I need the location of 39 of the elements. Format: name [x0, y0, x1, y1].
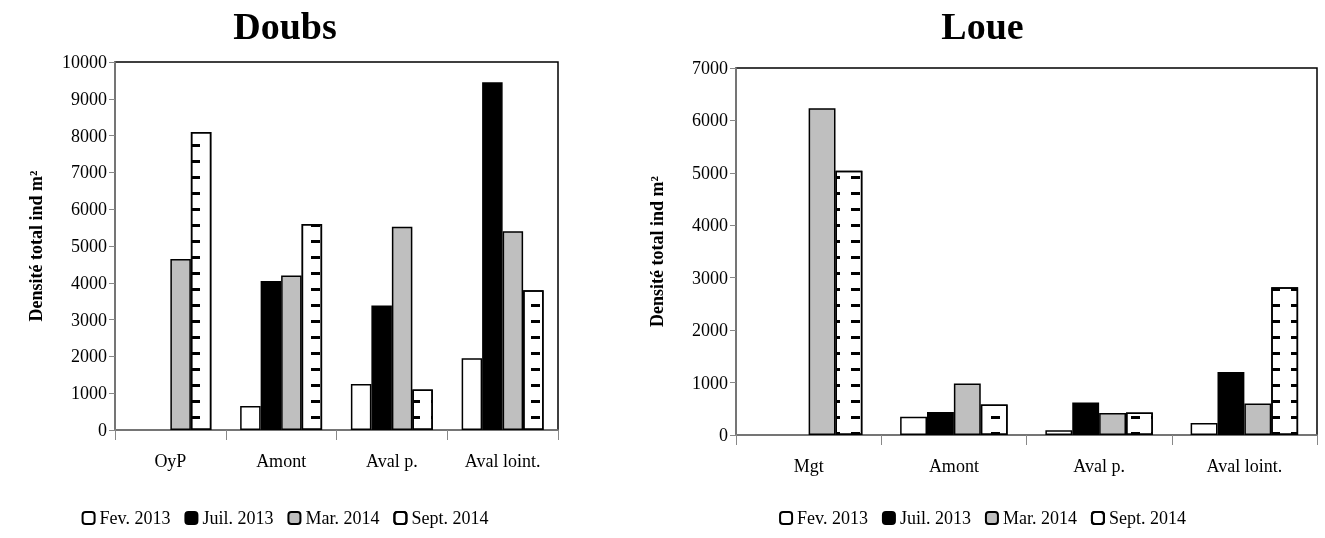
y-tick-label: 7000: [692, 58, 728, 78]
y-tick-label: 3000: [71, 309, 107, 330]
y-tick-label: 2000: [692, 320, 728, 341]
y-tick-label: 4000: [692, 215, 728, 236]
y-tick-label: 8000: [71, 125, 107, 146]
legend-label: Juil. 2013: [899, 508, 971, 528]
legend-label: Juil. 2013: [202, 508, 274, 528]
y-tick-label: 0: [719, 425, 728, 445]
legend-label: Mar. 2014: [305, 508, 380, 528]
y-tick-label: 6000: [71, 199, 107, 220]
legend-label: Fev. 2013: [797, 508, 868, 528]
chart-title: Loue: [941, 5, 1024, 47]
y-tick-label: 9000: [71, 88, 107, 109]
y-tick-label: 2000: [71, 346, 107, 367]
y-tick-label: 10000: [62, 52, 107, 72]
y-tick-label: 0: [98, 420, 107, 440]
chart-title: Doubs: [233, 5, 337, 47]
x-tick-label: Aval loint.: [1206, 456, 1283, 476]
x-tick-label: Aval loint.: [464, 451, 541, 471]
y-tick-label: 5000: [692, 162, 728, 183]
y-tick-label: 5000: [71, 236, 107, 256]
y-axis-title: Densité total ind m²: [647, 176, 667, 327]
y-tick-label: 1000: [692, 372, 728, 393]
y-tick-label: 1000: [71, 383, 107, 404]
y-axis-title: Densité total ind m²: [26, 170, 46, 322]
legend-label: Sept. 2014: [1108, 508, 1186, 528]
y-tick-label: 6000: [692, 110, 728, 131]
legend-label: Mar. 2014: [1002, 508, 1077, 528]
y-tick-label: 7000: [71, 162, 107, 183]
x-tick-label: Amont: [256, 451, 307, 471]
x-tick-label: OyP: [154, 451, 187, 471]
x-tick-label: Mgt: [793, 456, 824, 476]
legend-label: Fev. 2013: [99, 508, 171, 528]
x-tick-label: Aval p.: [1073, 456, 1125, 476]
x-tick-label: Aval p.: [366, 451, 418, 471]
y-tick-label: 3000: [692, 267, 728, 288]
x-tick-label: Amont: [928, 456, 979, 476]
y-tick-label: 4000: [71, 272, 107, 293]
legend-label: Sept. 2014: [411, 508, 489, 528]
